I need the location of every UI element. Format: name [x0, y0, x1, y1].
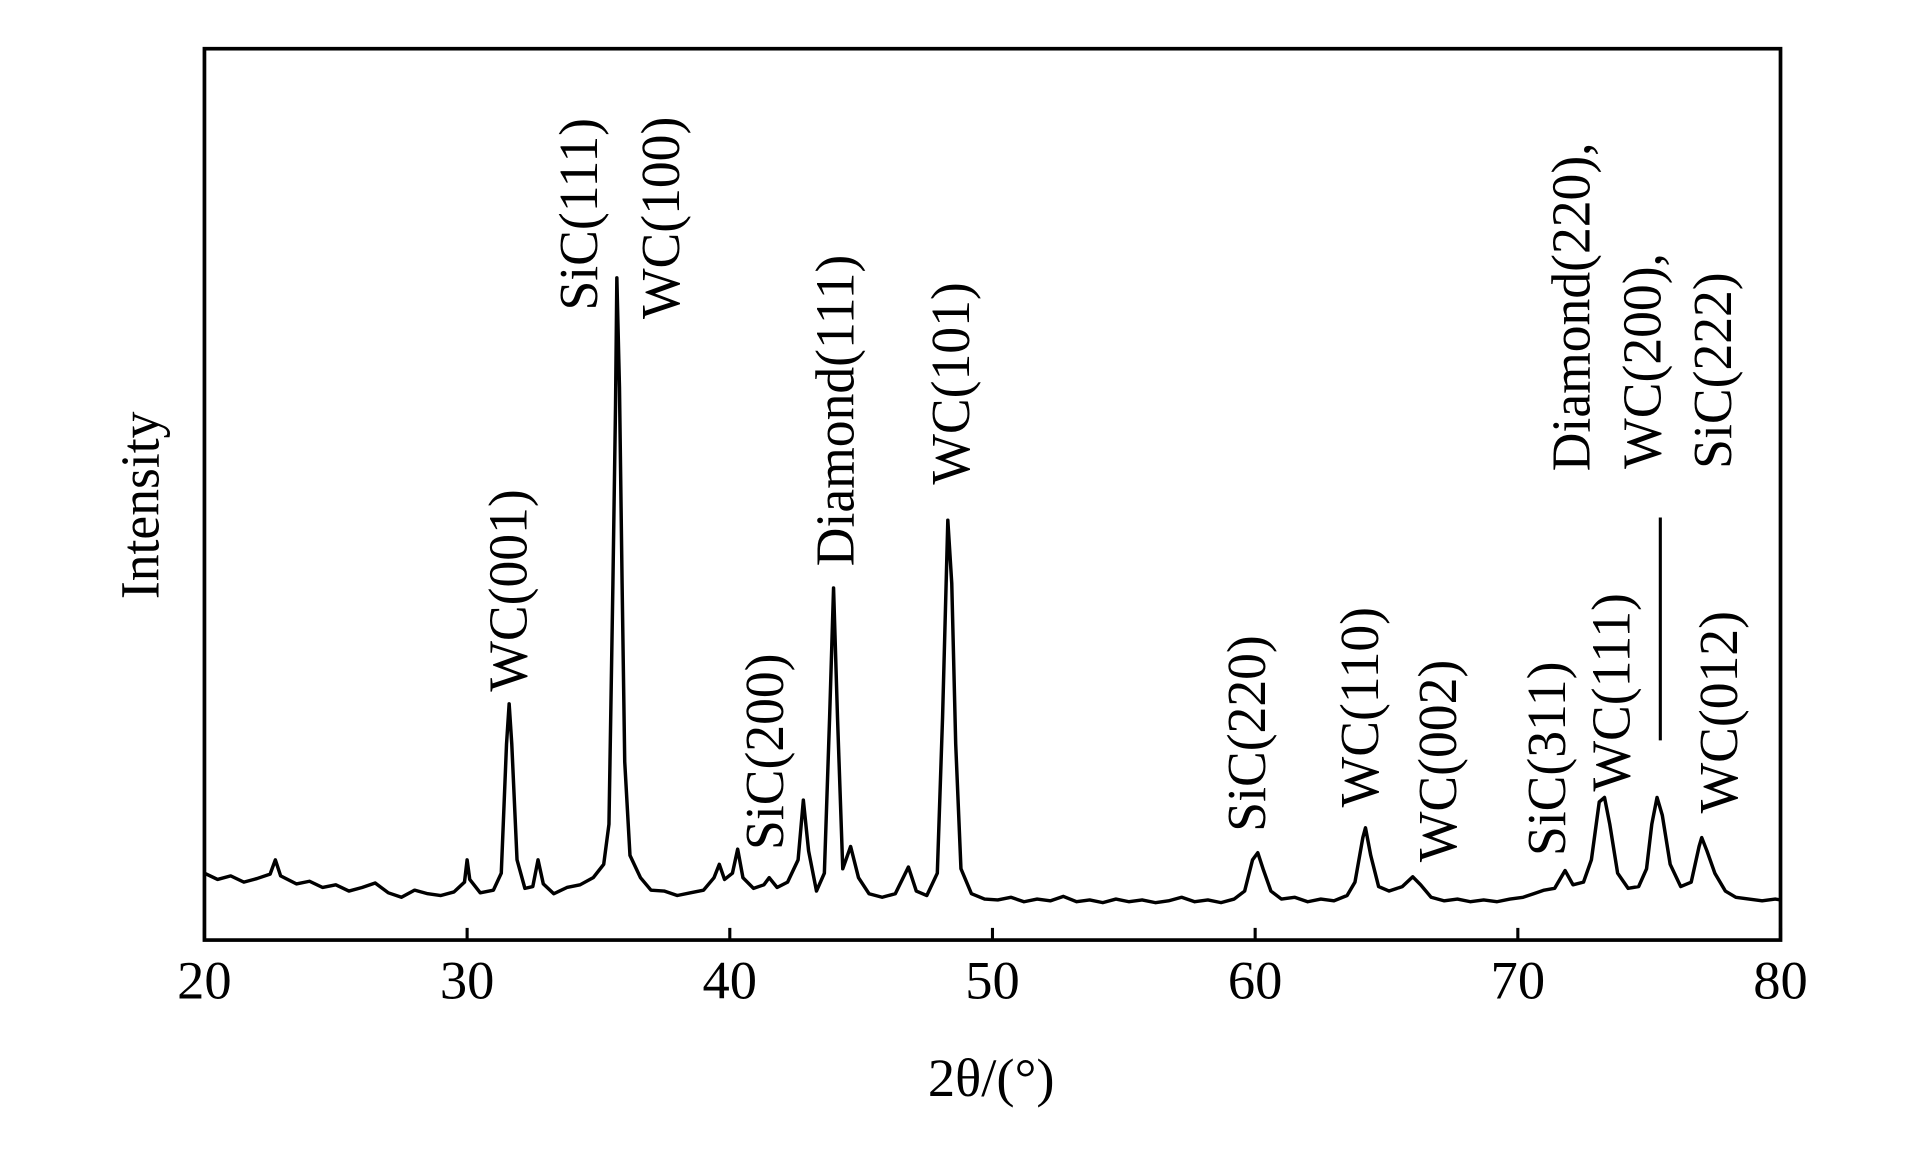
- x-tick-label: 70: [1491, 951, 1546, 1010]
- peak-label: WC(100): [631, 117, 692, 319]
- y-axis-label: Intensity: [110, 412, 171, 599]
- peak-label: WC(002): [1407, 660, 1468, 862]
- x-tick-label: 60: [1228, 951, 1283, 1010]
- x-tick-label: 50: [965, 951, 1020, 1010]
- peak-label: SiC(111): [549, 118, 610, 310]
- peak-label: Diamond(220),: [1541, 142, 1602, 471]
- peak-label: WC(111): [1581, 593, 1642, 791]
- x-axis-label: 2θ/(°): [928, 1048, 1055, 1107]
- x-tick-label: 20: [177, 951, 232, 1010]
- peak-label: SiC(222): [1683, 272, 1744, 468]
- x-tick-label: 80: [1753, 951, 1808, 1010]
- peak-label: SiC(200): [735, 653, 796, 849]
- x-tick-label: 30: [440, 951, 495, 1010]
- x-tick-label: 40: [703, 951, 758, 1010]
- peak-label: WC(001): [478, 489, 539, 691]
- peak-label: SiC(220): [1217, 635, 1278, 831]
- peak-label: Diamond(111): [805, 255, 866, 566]
- peak-label: WC(110): [1329, 607, 1390, 807]
- peak-label: WC(101): [921, 282, 982, 484]
- peak-label: SiC(311): [1517, 662, 1578, 856]
- xrd-line: [203, 276, 1781, 905]
- peak-label: WC(200),: [1612, 253, 1673, 469]
- peak-label: WC(012): [1689, 611, 1750, 813]
